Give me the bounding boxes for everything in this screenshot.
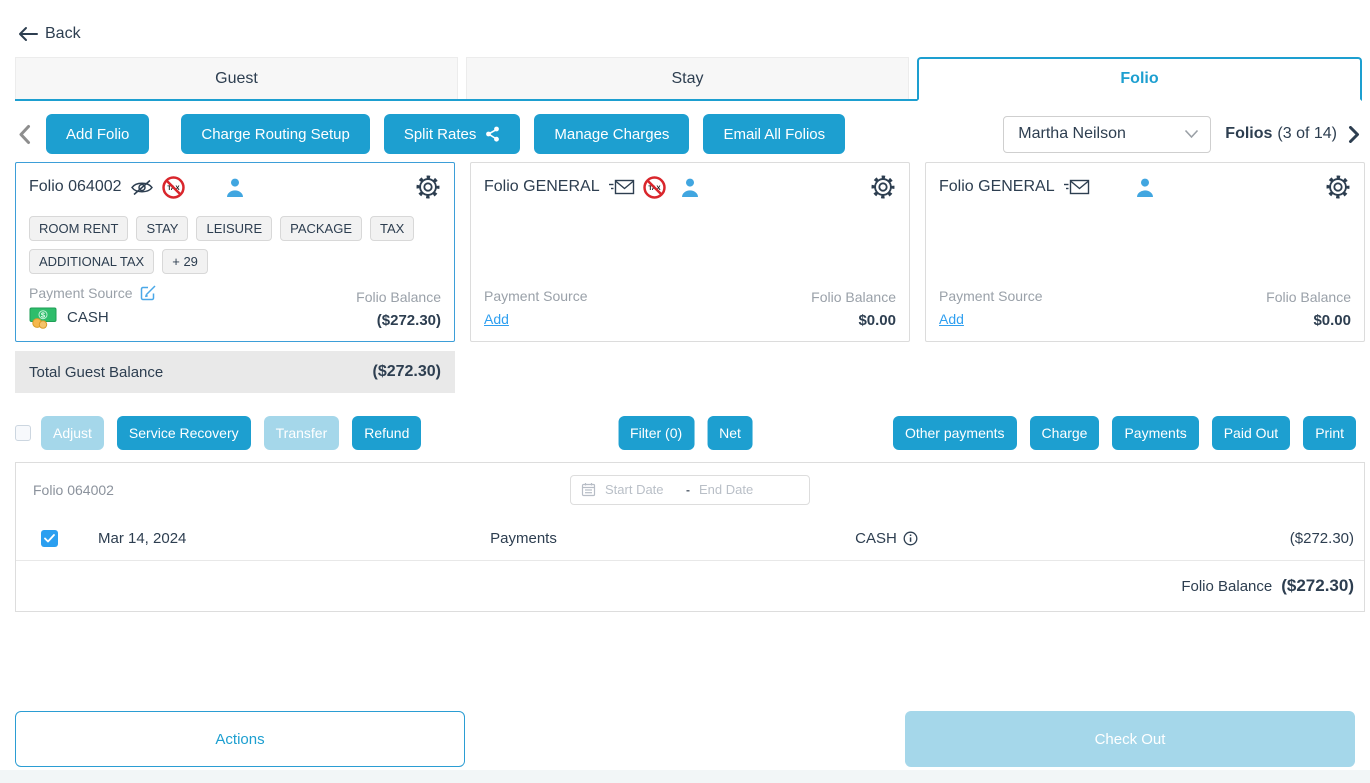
actions-button[interactable]: Actions	[15, 711, 465, 767]
folio-settings-gear-icon[interactable]	[1325, 174, 1351, 200]
footer-strip	[0, 770, 1370, 783]
ledger-actions-row: Adjust Service Recovery Transfer Refund …	[15, 416, 1356, 450]
date-separator: -	[686, 482, 690, 497]
add-payment-source-link[interactable]: Add	[484, 311, 509, 327]
tab-stay[interactable]: Stay	[466, 57, 909, 99]
ledger-row-type: Payments	[490, 529, 557, 547]
folio-toolbar: Add Folio Charge Routing Setup Split Rat…	[18, 114, 1360, 154]
service-recovery-button[interactable]: Service Recovery	[116, 416, 251, 450]
adjust-button[interactable]: Adjust	[41, 416, 104, 450]
total-guest-balance-label: Total Guest Balance	[29, 363, 164, 381]
filter-button[interactable]: Filter (0)	[618, 416, 695, 450]
payments-button[interactable]: Payments	[1112, 416, 1199, 450]
manage-charges-button[interactable]: Manage Charges	[534, 114, 690, 154]
folios-pagination: Folios (3 of 14)	[1225, 125, 1360, 143]
print-button[interactable]: Print	[1303, 416, 1356, 450]
check-out-button[interactable]: Check Out	[905, 711, 1355, 767]
folio-balance-value: $0.00	[858, 312, 896, 329]
back-label: Back	[45, 25, 81, 42]
total-guest-balance-value: ($272.30)	[372, 363, 442, 380]
tag-stay: STAY	[136, 216, 189, 241]
payment-source-value: CASH	[67, 309, 109, 326]
folio-card-general-1[interactable]: Folio GENERAL TAX Payment Source	[470, 162, 910, 342]
tag-leisure: LEISURE	[196, 216, 273, 241]
share-icon	[485, 126, 500, 142]
charge-routing-setup-button[interactable]: Charge Routing Setup	[181, 114, 370, 154]
transfer-button[interactable]: Transfer	[263, 416, 340, 450]
guest-person-icon[interactable]	[225, 177, 245, 198]
chevron-down-icon	[1184, 129, 1199, 139]
refund-button[interactable]: Refund	[352, 416, 422, 450]
folio-balance-value: ($272.30)	[376, 312, 441, 329]
row-checkbox-checked[interactable]	[41, 529, 58, 547]
charge-button[interactable]: Charge	[1029, 416, 1100, 450]
info-icon[interactable]	[903, 531, 918, 546]
folio-balance-label: Folio Balance	[811, 289, 896, 305]
payment-source-label: Payment Source	[29, 284, 133, 301]
total-guest-balance: Total Guest Balance ($272.30)	[15, 351, 455, 393]
table-folio-label: Folio 064002	[33, 481, 114, 498]
guest-selector-dropdown[interactable]: Martha Neilson	[1003, 115, 1212, 153]
eye-slash-icon	[130, 179, 154, 196]
net-button[interactable]: Net	[707, 416, 753, 450]
paid-out-button[interactable]: Paid Out	[1211, 416, 1291, 450]
folio-card-title: Folio 064002	[29, 178, 122, 195]
split-rates-button[interactable]: Split Rates	[383, 114, 521, 154]
cash-icon: $	[29, 306, 58, 329]
no-tax-icon: TAX	[642, 175, 666, 199]
folio-card-general-2[interactable]: Folio GENERAL Payment Source Add	[925, 162, 1365, 342]
tag-room-rent: ROOM RENT	[29, 216, 129, 241]
tab-bar: Guest Stay Folio	[15, 57, 1362, 101]
folio-settings-gear-icon[interactable]	[870, 174, 896, 200]
select-all-checkbox[interactable]	[15, 425, 31, 441]
back-arrow-icon	[18, 26, 38, 42]
ledger-row[interactable]: Mar 14, 2024 Payments CASH ($272.30)	[16, 516, 1364, 561]
email-all-folios-button[interactable]: Email All Folios	[703, 114, 846, 154]
guest-selector-value: Martha Neilson	[1018, 125, 1126, 142]
folio-balance-value: $0.00	[1313, 312, 1351, 329]
tag-additional-tax: ADDITIONAL TAX	[29, 249, 155, 274]
ledger-row-date: Mar 14, 2024	[98, 529, 187, 547]
folios-label: Folios	[1225, 125, 1273, 142]
add-payment-source-link[interactable]: Add	[939, 311, 964, 327]
send-email-icon	[608, 179, 635, 195]
folio-card-title: Folio GENERAL	[939, 178, 1055, 195]
folio-card-064002[interactable]: Folio 064002 TAX ROOM RENT STAY LEISURE	[15, 162, 455, 342]
end-date-input[interactable]	[699, 482, 771, 497]
table-folio-balance-value: ($272.30)	[1281, 576, 1354, 595]
tag-overflow-count[interactable]: + 29	[162, 249, 208, 274]
guest-person-icon[interactable]	[1135, 177, 1155, 198]
edit-payment-source-icon[interactable]	[140, 284, 157, 301]
folio-card-title: Folio GENERAL	[484, 178, 600, 195]
payment-source-label: Payment Source	[939, 288, 1043, 304]
ledger-row-amount: ($272.30)	[1289, 529, 1354, 547]
folio-cards: Folio 064002 TAX ROOM RENT STAY LEISURE	[15, 162, 1365, 342]
start-date-input[interactable]	[605, 482, 677, 497]
folio-balance-label: Folio Balance	[1266, 289, 1351, 305]
previous-folios-chevron-icon[interactable]	[18, 124, 31, 145]
payment-source-label: Payment Source	[484, 288, 588, 304]
tab-guest[interactable]: Guest	[15, 57, 458, 99]
tag-tax: TAX	[370, 216, 415, 241]
svg-text:$: $	[41, 310, 46, 319]
guest-person-icon[interactable]	[680, 177, 700, 198]
charge-tags: ROOM RENT STAY LEISURE PACKAGE TAX ADDIT…	[29, 216, 433, 274]
other-payments-button[interactable]: Other payments	[892, 416, 1017, 450]
folio-ledger-table: Folio 064002 - Mar 14, 2024 Payments CAS…	[15, 462, 1365, 612]
date-range-picker[interactable]: -	[570, 474, 810, 505]
send-email-icon	[1063, 179, 1090, 195]
back-button[interactable]: Back	[18, 25, 81, 43]
folio-settings-gear-icon[interactable]	[415, 174, 441, 200]
folios-count: (3 of 14)	[1277, 125, 1337, 142]
tag-package: PACKAGE	[280, 216, 363, 241]
table-folio-balance-label: Folio Balance	[1181, 577, 1273, 595]
ledger-row-method: CASH	[855, 529, 897, 547]
add-folio-button[interactable]: Add Folio	[46, 114, 150, 154]
no-tax-icon: TAX	[161, 175, 185, 199]
tab-folio[interactable]: Folio	[917, 57, 1362, 101]
calendar-icon	[581, 482, 596, 497]
folio-balance-label: Folio Balance	[356, 289, 441, 305]
next-folios-chevron-icon[interactable]	[1348, 125, 1360, 143]
